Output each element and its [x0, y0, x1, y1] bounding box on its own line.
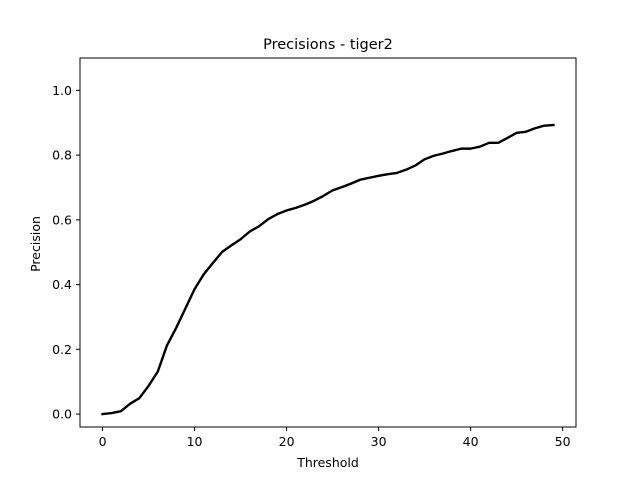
- x-axis-label: Threshold: [296, 455, 359, 470]
- y-tick-label: 0.6: [52, 212, 72, 227]
- x-tick-label: 50: [555, 434, 571, 449]
- y-tick-label: 1.0: [52, 83, 72, 98]
- x-tick-label: 0: [99, 434, 107, 449]
- chart-title: Precisions - tiger2: [263, 37, 393, 53]
- y-axis-label: Precision: [28, 216, 43, 272]
- y-tick-label: 0.8: [52, 148, 72, 163]
- plot-frame: [79, 57, 577, 428]
- y-tick-label: 0.0: [52, 407, 72, 422]
- x-tick-label: 20: [279, 434, 295, 449]
- series-line-0: [101, 123, 555, 416]
- x-tick-label: 40: [463, 434, 479, 449]
- x-tick-label: 10: [187, 434, 203, 449]
- y-tick-label: 0.4: [52, 277, 72, 292]
- x-tick-label: 30: [371, 434, 387, 449]
- y-tick-label: 0.2: [52, 342, 72, 357]
